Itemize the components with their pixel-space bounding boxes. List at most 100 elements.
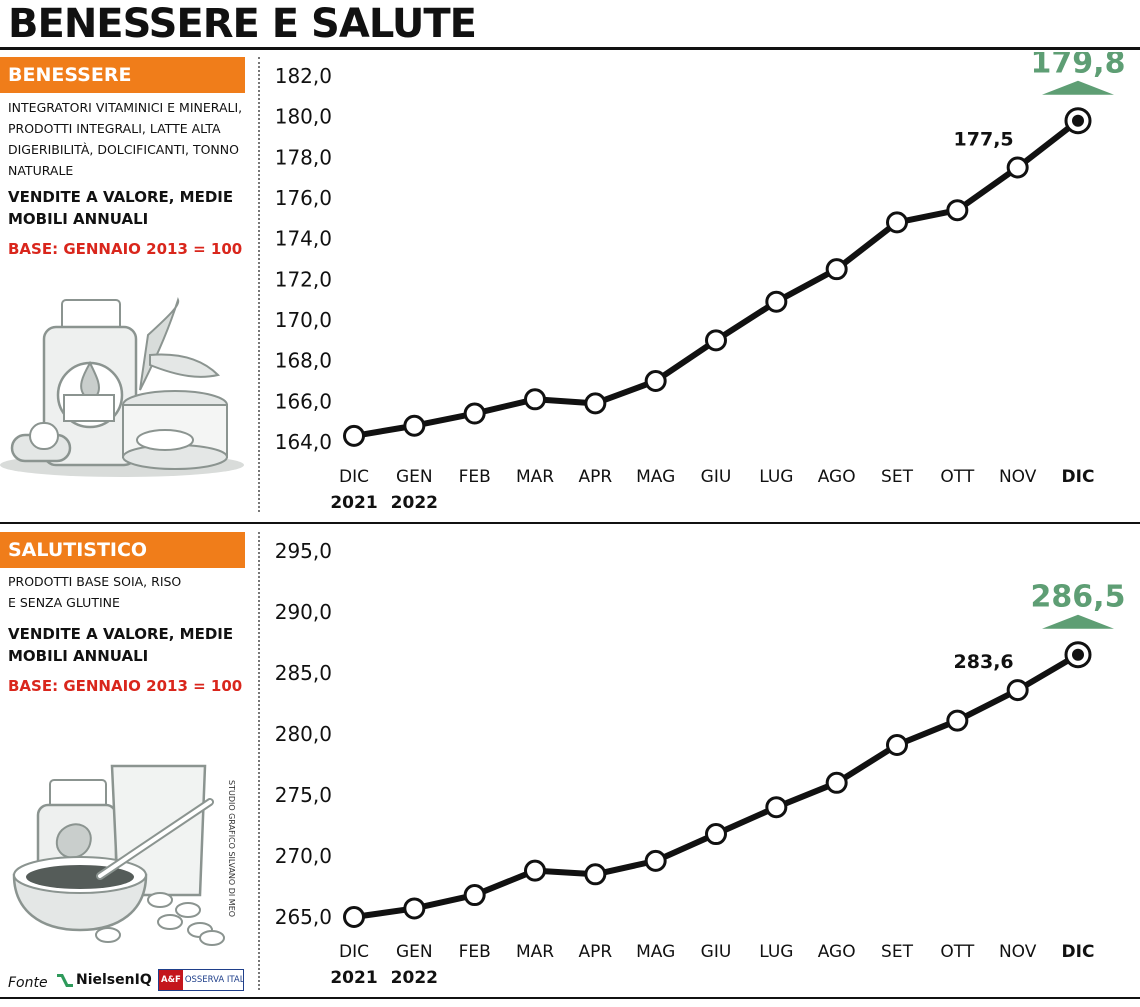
data-label-prev: 283,6 <box>954 651 1014 673</box>
top-rule <box>0 47 1140 50</box>
x-tick-label: MAR <box>516 942 554 962</box>
panel-description-salutistico: PRODOTTI BASE SOIA, RISO E SENZA GLUTINE <box>8 574 182 610</box>
x-tick-label: NOV <box>999 467 1037 487</box>
dotted-divider-1 <box>258 57 260 512</box>
x-tick-label: FEB <box>459 467 491 487</box>
data-point <box>524 388 546 411</box>
data-point <box>463 402 486 425</box>
x-tick-label: APR <box>578 467 612 487</box>
x-tick-label: 2021 <box>330 493 377 513</box>
x-tick-label: DIC <box>339 942 369 962</box>
x-tick-label: DIC <box>1062 942 1095 962</box>
data-point <box>644 370 667 392</box>
bottom-rule <box>0 997 1140 999</box>
data-point <box>765 796 788 819</box>
x-tick-label: SET <box>881 467 914 487</box>
x-tick-label: GIU <box>701 467 732 487</box>
panel-subtitle-benessere: VENDITE A VALORE, MEDIE MOBILI ANNUALI <box>8 188 234 228</box>
y-tick-label: 285,0 <box>275 661 332 685</box>
page-title: BENESSERE E SALUTE <box>8 1 477 47</box>
x-tick-label: SET <box>881 942 914 962</box>
supplements-illustration <box>0 297 244 477</box>
nielsen-text: NielsenIQ <box>76 972 152 988</box>
dotted-divider-2 <box>258 532 260 990</box>
y-tick-label: 182,0 <box>275 64 332 88</box>
data-point <box>403 897 426 920</box>
panel-tag-salutistico: SALUTISTICO <box>0 532 245 568</box>
series-line <box>353 652 1080 920</box>
y-tick-label: 174,0 <box>275 227 332 251</box>
y-tick-label: 178,0 <box>275 145 332 169</box>
data-point <box>705 823 727 846</box>
panel-tag-benessere: BENESSERE <box>0 57 245 93</box>
data-label-last: 286,5 <box>1031 580 1126 615</box>
x-tick-label: GIU <box>701 942 732 962</box>
data-point <box>1006 156 1029 179</box>
data-label-last: 179,8 <box>1031 52 1126 81</box>
y-tick-label: 170,0 <box>275 308 332 332</box>
y-tick-label: 164,0 <box>275 430 332 454</box>
data-point <box>584 392 607 415</box>
osserva-mark: A&F <box>159 970 183 990</box>
data-point <box>825 771 848 794</box>
data-point <box>584 863 607 886</box>
data-point <box>463 884 486 907</box>
panel-subtitle-salutistico: VENDITE A VALORE, MEDIE MOBILI ANNUALI <box>8 625 234 665</box>
x-tick-label: MAR <box>516 467 554 487</box>
middle-rule <box>0 522 1140 524</box>
x-tick-label: NOV <box>999 942 1037 962</box>
data-point <box>343 424 365 447</box>
data-point <box>705 329 727 352</box>
y-tick-label: 275,0 <box>275 783 332 807</box>
chart-benessere: 182,0 180,0 178,0 176,0 174,0 172,0 170,0 168,0… <box>262 52 1140 522</box>
data-point <box>644 849 667 872</box>
y-tick-label: 280,0 <box>275 722 332 746</box>
data-point-last-dot <box>1072 648 1084 661</box>
x-tick-label: AGO <box>818 942 856 962</box>
x-tick-label: GEN <box>396 942 433 962</box>
data-point <box>343 906 365 928</box>
x-tick-label: OTT <box>940 467 974 487</box>
up-arrow-icon <box>1042 614 1114 629</box>
x-tick-label: GEN <box>396 467 433 487</box>
panel-description-benessere: INTEGRATORI VITAMINICI E MINERALI, PRODO… <box>8 100 243 178</box>
nielsen-logo: NielsenIQ <box>56 970 152 988</box>
x-tick-label: LUG <box>759 467 793 487</box>
data-point <box>403 414 426 437</box>
chart-salutistico-svg: 295,0 290,0 285,0 280,0 275,0 270,0 265,0 DIC 20… <box>275 539 1126 988</box>
y-tick-label: 270,0 <box>275 844 332 868</box>
osserva-text: OSSERVA ITALIA <box>184 975 243 985</box>
x-tick-label: MAG <box>636 942 675 962</box>
data-point <box>886 211 908 234</box>
panel-base-salutistico: BASE: GENNAIO 2013 = 100 <box>8 677 243 695</box>
soy-food-illustration <box>12 764 225 946</box>
x-tick-label: 2021 <box>330 968 377 988</box>
x-tick-label: APR <box>578 942 612 962</box>
x-tick-label: DIC <box>339 467 369 487</box>
data-point <box>1006 679 1029 702</box>
x-tick-label: LUG <box>759 942 793 962</box>
y-tick-label: 168,0 <box>275 349 332 373</box>
data-point <box>946 199 969 222</box>
y-tick-label: 172,0 <box>275 267 332 291</box>
x-tick-label: MAG <box>636 467 675 487</box>
up-arrow-icon <box>1042 80 1114 95</box>
data-label-prev: 177,5 <box>954 129 1014 151</box>
y-tick-label: 180,0 <box>275 105 332 129</box>
data-point-last-dot <box>1072 114 1084 127</box>
x-tick-label: 2022 <box>391 968 438 988</box>
data-point <box>524 859 546 882</box>
y-tick-label: 290,0 <box>275 600 332 624</box>
chart-benessere-svg: 182,0 180,0 178,0 176,0 174,0 172,0 170,0 168,0… <box>275 52 1126 513</box>
y-tick-label: 166,0 <box>275 389 332 413</box>
credit-text: STUDIO GRAFICO SILVANO DI MEO <box>227 780 236 918</box>
x-tick-label: FEB <box>459 942 491 962</box>
y-tick-label: 295,0 <box>275 539 332 563</box>
nielsen-mark-icon <box>57 974 73 987</box>
y-tick-label: 265,0 <box>275 905 332 929</box>
x-tick-label: 2022 <box>391 493 438 513</box>
chart-salutistico: 295,0 290,0 285,0 280,0 275,0 270,0 265,0 DIC 20… <box>262 527 1140 997</box>
data-point <box>765 290 788 313</box>
source-label: Fonte <box>8 975 48 991</box>
